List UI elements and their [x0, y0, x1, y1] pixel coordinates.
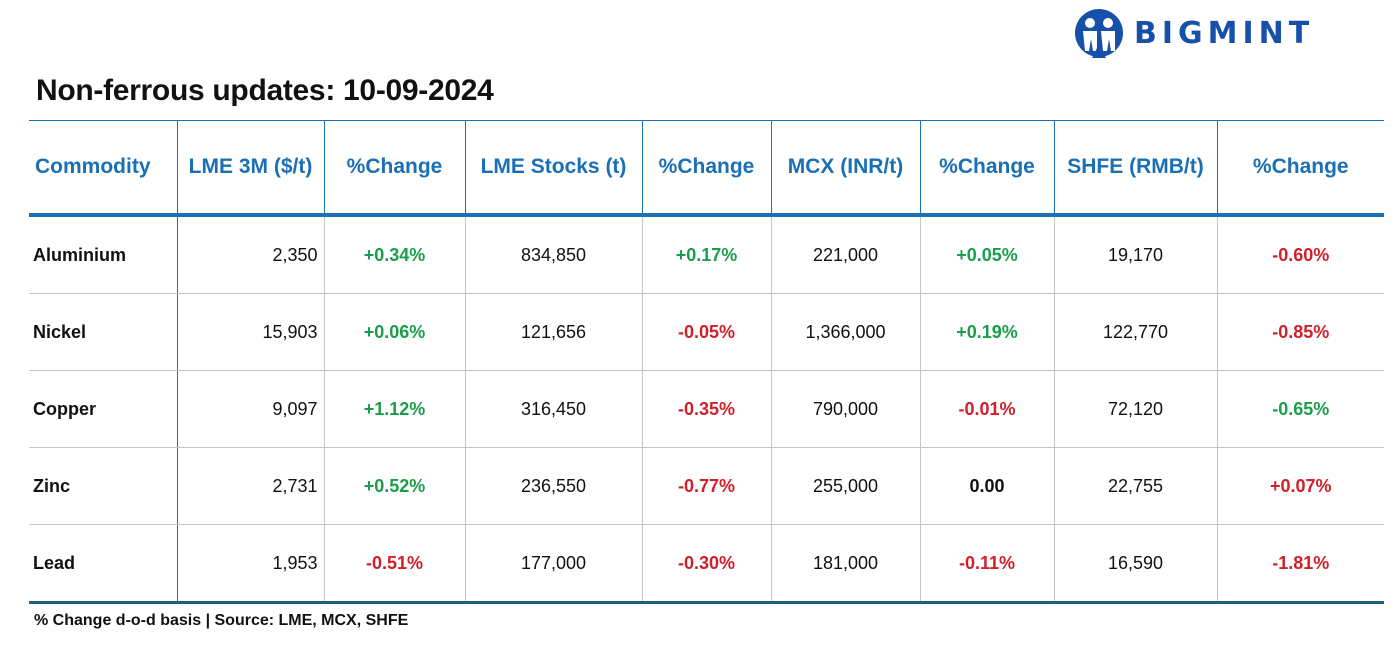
percent-change-cell: -0.30%: [641, 524, 771, 604]
value-cell: 316,450: [464, 370, 642, 448]
column-header: Commodity: [29, 120, 177, 217]
percent-change-cell: -0.65%: [1216, 370, 1384, 448]
commodity-name: Nickel: [29, 293, 177, 371]
table-row: Zinc 2,731 +0.52% 236,550 -0.77% 255,000 0.00 2…: [29, 447, 1384, 525]
value-cell: 236,550: [464, 447, 642, 525]
percent-change-cell: +0.05%: [919, 215, 1054, 294]
value-cell: 72,120: [1053, 370, 1217, 448]
percent-change-cell: +0.34%: [323, 215, 465, 294]
header-row: Commodity LME 3M ($/t) %Change LME Stocks (…: [29, 120, 1384, 217]
value-cell: 122,770: [1053, 293, 1217, 371]
percent-change-cell: +0.07%: [1216, 447, 1384, 525]
value-cell: 16,590: [1053, 524, 1217, 604]
percent-change-cell: -0.51%: [323, 524, 465, 604]
value-cell: 2,731: [176, 447, 324, 525]
column-header: %Change: [323, 120, 465, 217]
percent-change-cell: +0.17%: [641, 215, 771, 294]
commodity-name: Zinc: [29, 447, 177, 525]
commodity-name: Aluminium: [29, 215, 177, 294]
column-header: MCX (INR/t): [770, 120, 920, 217]
value-cell: 22,755: [1053, 447, 1217, 525]
percent-change-cell: +0.52%: [323, 447, 465, 525]
value-cell: 255,000: [770, 447, 920, 525]
percent-change-cell: -0.01%: [919, 370, 1054, 448]
page-title: Non-ferrous updates: 10-09-2024: [36, 74, 494, 107]
percent-change-cell: -0.85%: [1216, 293, 1384, 371]
table-row: Nickel 15,903 +0.06% 121,656 -0.05% 1,366,000…: [29, 293, 1384, 371]
non-ferrous-table: Commodity LME 3M ($/t) %Change LME Stocks (…: [29, 120, 1384, 604]
column-header: LME 3M ($/t): [176, 120, 324, 217]
value-cell: 221,000: [770, 215, 920, 294]
commodity-name: Copper: [29, 370, 177, 448]
column-header: %Change: [1216, 120, 1384, 217]
value-cell: 790,000: [770, 370, 920, 448]
value-cell: 834,850: [464, 215, 642, 294]
bigmint-logo: BIGMINT: [1074, 8, 1314, 58]
value-cell: 9,097: [176, 370, 324, 448]
value-cell: 2,350: [176, 215, 324, 294]
column-header: LME Stocks (t): [464, 120, 642, 217]
value-cell: 1,366,000: [770, 293, 920, 371]
brand-name: BIGMINT: [1134, 15, 1315, 51]
percent-change-cell: -0.77%: [641, 447, 771, 525]
percent-change-cell: -0.35%: [641, 370, 771, 448]
percent-change-cell: +0.06%: [323, 293, 465, 371]
table-row: Aluminium 2,350 +0.34% 834,850 +0.17% 221,000…: [29, 215, 1384, 294]
value-cell: 1,953: [176, 524, 324, 604]
percent-change-cell: -0.11%: [919, 524, 1054, 604]
commodity-name: Lead: [29, 524, 177, 604]
column-header: %Change: [641, 120, 771, 217]
column-header: %Change: [919, 120, 1054, 217]
value-cell: 121,656: [464, 293, 642, 371]
percent-change-cell: -0.60%: [1216, 215, 1384, 294]
value-cell: 15,903: [176, 293, 324, 371]
percent-change-cell: -1.81%: [1216, 524, 1384, 604]
percent-change-cell: +1.12%: [323, 370, 465, 448]
bigmint-people-icon: [1075, 9, 1123, 58]
value-cell: 19,170: [1053, 215, 1217, 294]
percent-change-cell: 0.00: [919, 447, 1054, 525]
percent-change-cell: -0.05%: [641, 293, 771, 371]
column-header: SHFE (RMB/t): [1053, 120, 1217, 217]
value-cell: 181,000: [770, 524, 920, 604]
source-note: % Change d-o-d basis | Source: LME, MCX,…: [34, 612, 409, 629]
table-row: Copper 9,097 +1.12% 316,450 -0.35% 790,000 -0.…: [29, 370, 1384, 448]
value-cell: 177,000: [464, 524, 642, 604]
percent-change-cell: +0.19%: [919, 293, 1054, 371]
table-row: Lead 1,953 -0.51% 177,000 -0.30% 181,000 -0.11…: [29, 524, 1384, 604]
